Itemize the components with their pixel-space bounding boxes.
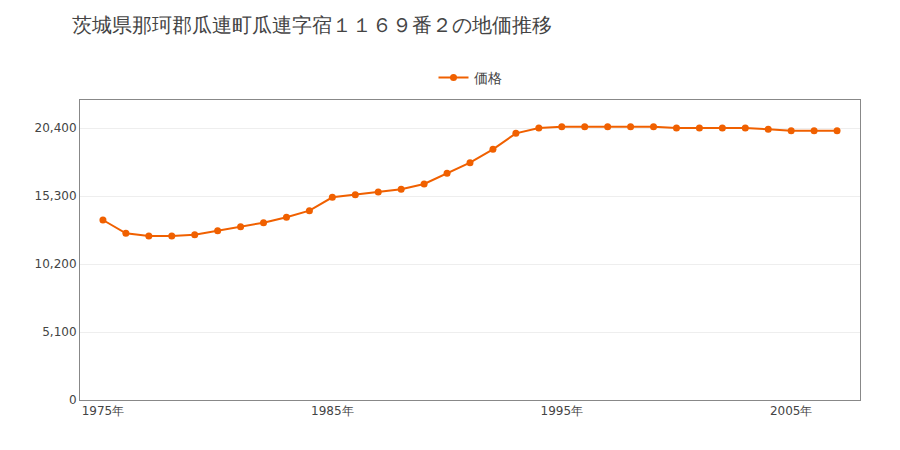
svg-text:5,100: 5,100	[42, 325, 76, 339]
svg-text:茨城県那珂郡瓜連町瓜連字宿１１６９番２の地価推移: 茨城県那珂郡瓜連町瓜連字宿１１６９番２の地価推移	[72, 13, 552, 37]
svg-text:価格: 価格	[474, 70, 502, 86]
svg-text:1985年: 1985年	[311, 404, 354, 418]
svg-text:10,200: 10,200	[35, 257, 77, 271]
svg-text:2005年: 2005年	[770, 404, 813, 418]
svg-text:15,300: 15,300	[35, 189, 77, 203]
svg-text:1975年: 1975年	[82, 404, 125, 418]
svg-text:0: 0	[69, 393, 77, 407]
svg-text:1995年: 1995年	[540, 404, 583, 418]
svg-text:20,400: 20,400	[35, 121, 77, 135]
